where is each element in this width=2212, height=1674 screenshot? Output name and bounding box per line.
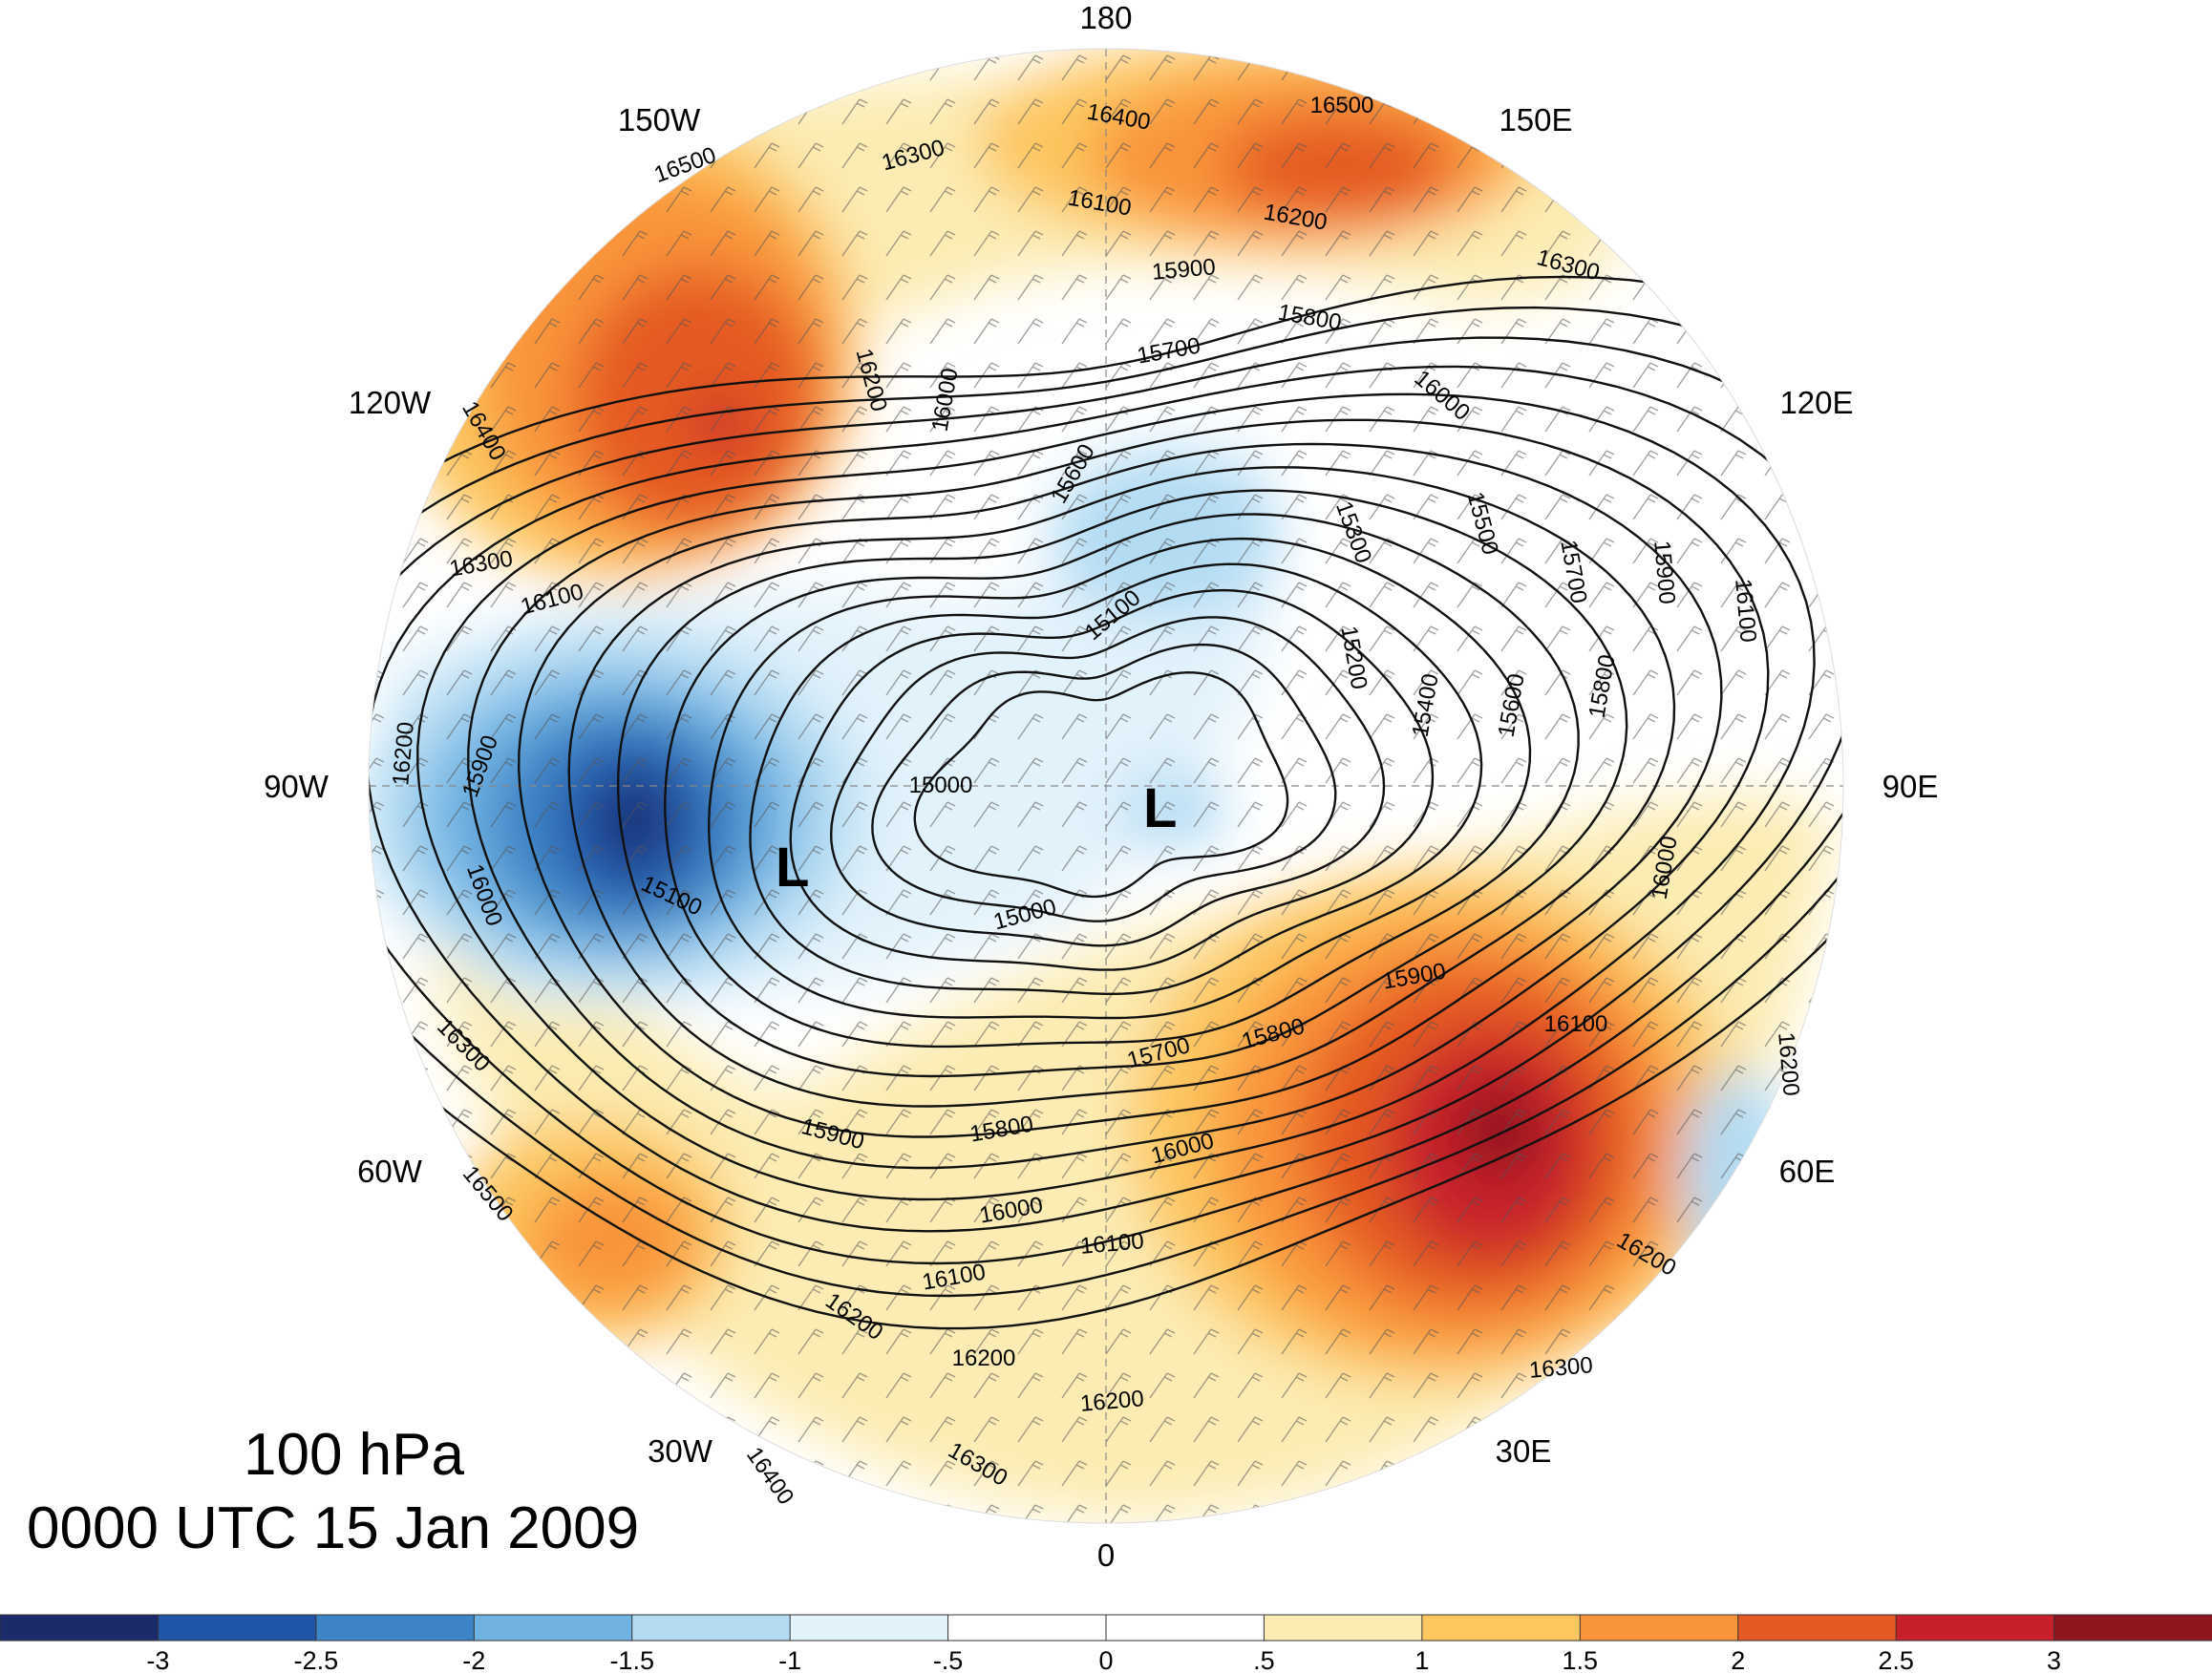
lon-label-30e: 30E: [1496, 1433, 1552, 1469]
colorbar-box: [0, 1614, 160, 1642]
colorbar-box: [2053, 1614, 2212, 1642]
colorbar-tick-label: -2.5: [294, 1646, 339, 1674]
colorbar-tick-label: 2.5: [1878, 1646, 1914, 1674]
longitude-labels: 180 150E 120E 90E 60E 30E 0 30W 60W 90W …: [264, 0, 1938, 1573]
height-contour: [707, 537, 1532, 1020]
colorbar-box: [1579, 1614, 1739, 1642]
height-contour: [789, 588, 1435, 971]
lon-label-60e: 60E: [1779, 1154, 1836, 1189]
contour-label: 15900: [1648, 540, 1680, 605]
height-contour: [369, 336, 1843, 1265]
height-contour: [749, 562, 1483, 995]
pressure-level-title: 100 hPa: [244, 1422, 464, 1488]
height-contour: [467, 418, 1770, 1170]
lon-label-90w: 90W: [264, 769, 330, 804]
lon-label-0: 0: [1097, 1537, 1115, 1573]
height-contour: [871, 643, 1337, 922]
colorbar-tick-label: -1.5: [609, 1646, 654, 1674]
colorbar-tick-label: 0: [1098, 1646, 1113, 1674]
colorbar-box: [315, 1614, 476, 1642]
height-contour: [369, 306, 1843, 1298]
contour-label: 15000: [909, 773, 973, 798]
lon-label-60w: 60W: [357, 1154, 423, 1189]
height-contour: [416, 392, 1816, 1201]
contour-label: 16100: [1544, 1011, 1608, 1037]
colorbar-box: [631, 1614, 792, 1642]
colorbar-tick-label: .5: [1253, 1646, 1275, 1674]
lon-label-180: 180: [1079, 0, 1132, 35]
low-marker: L: [776, 837, 809, 899]
height-contour: [616, 489, 1628, 1078]
colorbar-box: [1421, 1614, 1582, 1642]
colorbar: -3 -2.5 -2 -1.5 -1 -.5 0 .5 1 1.5 2 2.5 3: [0, 1614, 2212, 1674]
contour-label: 16500: [1310, 93, 1374, 118]
contour-label: 16200: [952, 1346, 1016, 1371]
lon-label-30w: 30W: [648, 1433, 713, 1469]
colorbar-box: [1263, 1614, 1423, 1642]
colorbar-box: [473, 1614, 633, 1642]
lon-label-120w: 120W: [349, 385, 432, 420]
contour-label: 16200: [1079, 1386, 1145, 1417]
colorbar-tick-label: -1: [778, 1646, 801, 1674]
colorbar-tick-label: -2: [462, 1646, 485, 1674]
height-contour: [369, 275, 1843, 1330]
colorbar-tick-label: 2: [1731, 1646, 1745, 1674]
height-contour: [517, 442, 1723, 1138]
contour-label: 16100: [1079, 1228, 1145, 1260]
contour-label: 16200: [1773, 1031, 1804, 1097]
colorbar-box: [1105, 1614, 1266, 1642]
low-marker: L: [1143, 777, 1177, 839]
colorbar-tick-label: 3: [2047, 1646, 2061, 1674]
valid-time-title: 0000 UTC 15 Jan 2009: [27, 1495, 640, 1561]
height-contour: [567, 466, 1676, 1108]
colorbar-tick-label: -.5: [933, 1646, 964, 1674]
colorbar-box: [1737, 1614, 1898, 1642]
map-boundary: [368, 48, 1844, 1524]
colorbar-tick-label: 1: [1414, 1646, 1429, 1674]
colorbar-tick-label: -3: [146, 1646, 169, 1674]
colorbar-tick-label: 1.5: [1563, 1646, 1599, 1674]
colorbar-box: [947, 1614, 1107, 1642]
height-contour: [664, 513, 1580, 1049]
height-contour: [913, 670, 1289, 899]
contour-label: 16300: [1528, 1352, 1594, 1384]
height-contour: [829, 616, 1386, 947]
lon-label-150e: 150E: [1499, 102, 1572, 138]
colorbar-box: [789, 1614, 949, 1642]
lon-label-120e: 120E: [1779, 385, 1853, 420]
colorbar-box: [157, 1614, 317, 1642]
graticule: [369, 49, 1843, 1523]
anomaly-shading: [369, 49, 1843, 1523]
lon-label-150w: 150W: [618, 102, 701, 138]
contour-label: 16200: [388, 721, 419, 787]
contour-label: 16100: [1730, 578, 1761, 644]
contour-label: 16400: [741, 1443, 798, 1510]
contour-label: 15900: [1151, 254, 1217, 286]
colorbar-box: [1895, 1614, 2055, 1642]
lon-label-90e: 90E: [1882, 769, 1939, 804]
